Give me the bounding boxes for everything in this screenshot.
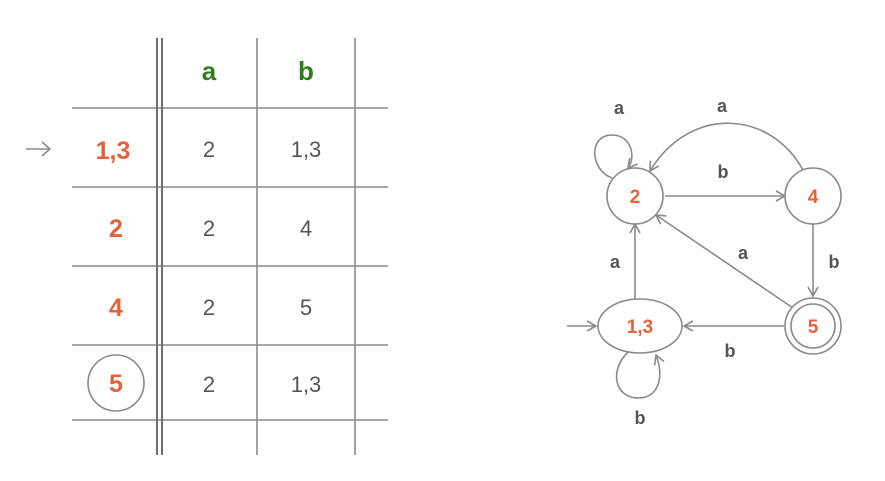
edge-label: a [717, 96, 728, 116]
table-row: 4 2 5 [109, 294, 312, 322]
row-cell-a: 2 [203, 137, 215, 162]
edge-5-to-2: a [654, 214, 794, 309]
node-13: 1,3 [597, 298, 683, 354]
edge-5-to-13: b [682, 320, 784, 361]
state-diagram: a b a b a b a [567, 96, 842, 428]
table-row: 2 2 4 [109, 215, 312, 243]
row-state-label: 2 [109, 215, 123, 243]
node-5-accepting: 5 [784, 297, 842, 355]
row-cell-a: 2 [203, 295, 215, 320]
edge-label: b [635, 408, 646, 428]
row-state-label: 5 [109, 370, 123, 398]
node-2: 2 [606, 167, 664, 225]
row-cell-b: 4 [300, 216, 312, 241]
edge-13-to-2: a [610, 222, 641, 299]
row-cell-b: 1,3 [291, 372, 322, 397]
edge-13-to-13: b [615, 351, 665, 428]
node-4: 4 [784, 167, 842, 225]
table-row: 1,3 2 1,3 [96, 137, 322, 165]
node-label: 4 [808, 187, 819, 208]
table-row: 5 2 1,3 [87, 354, 322, 412]
edge-label: a [610, 252, 621, 272]
edge-4-to-2: a [649, 96, 804, 173]
node-label: 1,3 [627, 317, 653, 338]
column-header-b: b [298, 56, 314, 86]
row-state-label: 1,3 [96, 137, 131, 165]
edge-label: b [725, 341, 736, 361]
accepting-state-circle [87, 354, 145, 412]
start-marker-arrow-icon [26, 141, 52, 157]
edge-2-to-2: a [593, 98, 638, 179]
row-cell-a: 2 [203, 216, 215, 241]
transition-table: a b 1,3 2 1,3 2 2 4 4 2 5 5 2 1 [26, 38, 388, 455]
edge-label: b [718, 162, 729, 182]
edge-4-to-5: b [807, 224, 840, 298]
row-cell-a: 2 [203, 372, 215, 397]
edge-label: a [738, 243, 749, 263]
node-label: 2 [630, 187, 641, 208]
node-label: 5 [808, 317, 819, 338]
row-cell-b: 5 [300, 295, 312, 320]
edge-label: a [614, 98, 625, 118]
row-cell-b: 1,3 [291, 137, 322, 162]
edge-2-to-4: b [665, 162, 787, 202]
edge-label: b [829, 252, 840, 272]
column-header-a: a [202, 56, 217, 86]
row-state-label: 4 [109, 294, 123, 322]
